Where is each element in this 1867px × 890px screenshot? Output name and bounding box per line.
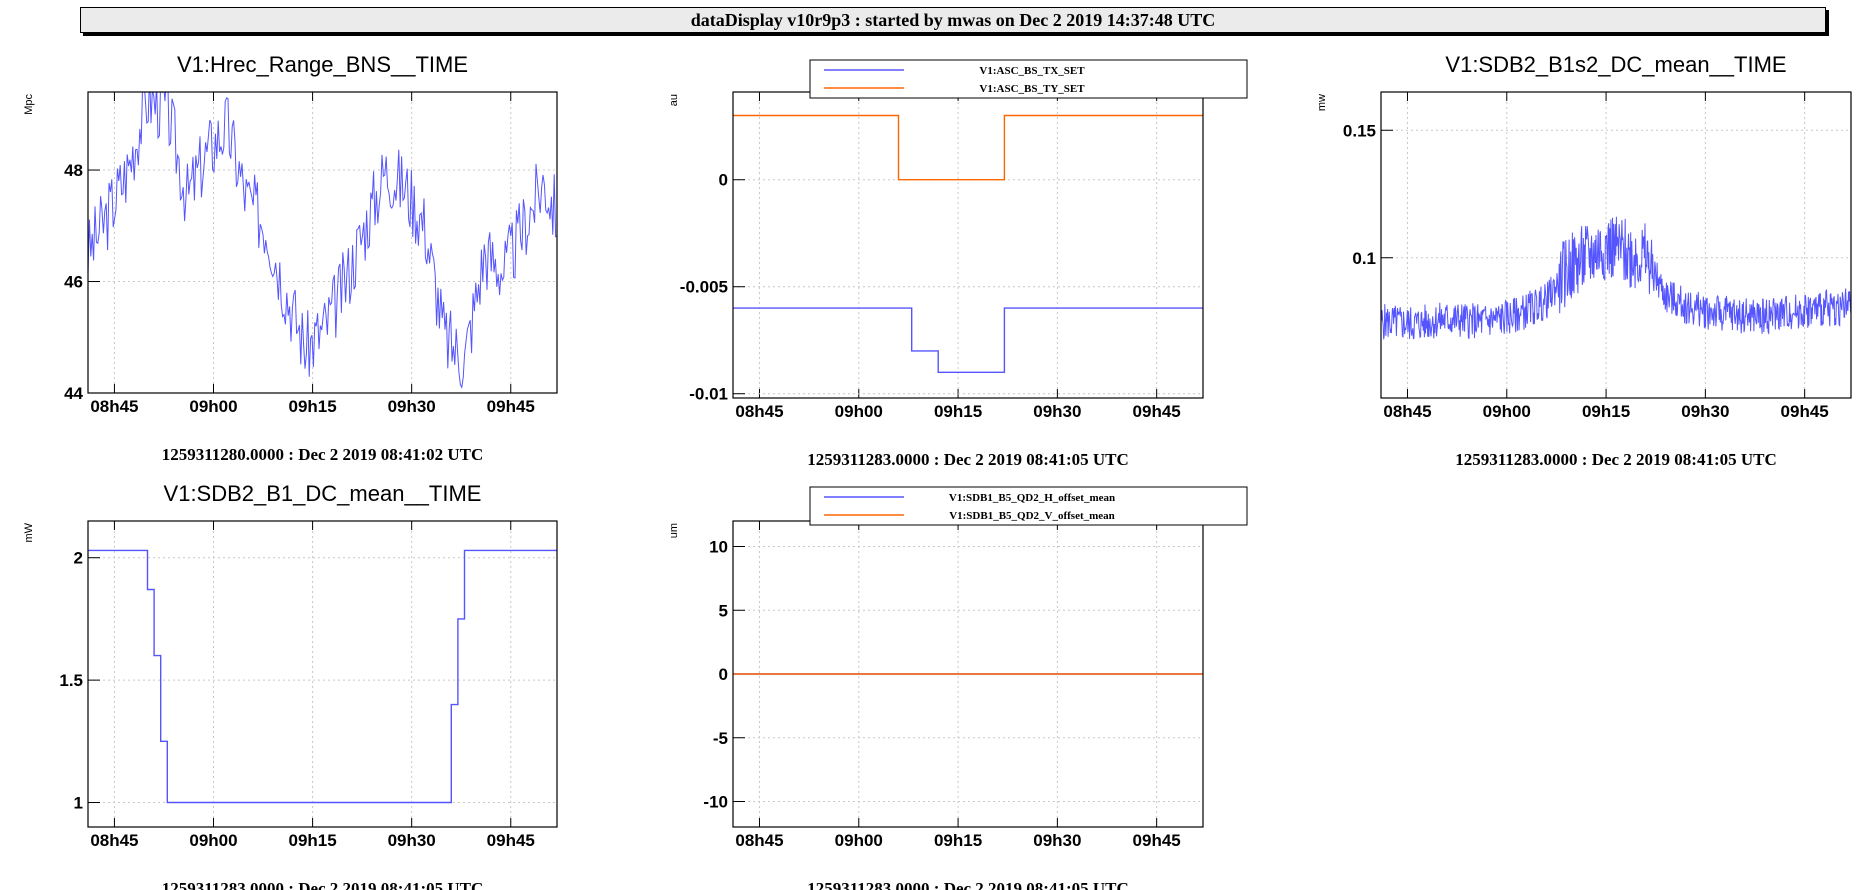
x-tick-label: 09h00 xyxy=(835,402,883,421)
x-tick-label: 09h00 xyxy=(189,831,237,850)
y-tick-label: 1.5 xyxy=(59,671,83,690)
x-tick-label: 09h15 xyxy=(288,831,336,850)
y-tick-label: 48 xyxy=(64,161,83,180)
y-tick-label: 0.15 xyxy=(1343,121,1376,140)
y-tick-label: 1 xyxy=(74,794,83,813)
plot-data-area xyxy=(88,549,557,804)
plot-panel-2: au 08h45 09h00 09h15 09h30 09h45 -0.01 -0.005 0 V… xyxy=(668,59,1248,469)
legend-box xyxy=(809,486,1248,526)
y-tick-label: 0 xyxy=(719,171,728,190)
plot-panel-5: um 08h45 09h00 09h15 09h30 09h45 -10 -5 0 5 10 V1:S… xyxy=(668,486,1248,890)
x-tick-label: 09h00 xyxy=(835,831,883,850)
y-tick-label: 0 xyxy=(719,665,728,684)
gps-time-footer: 1259311283.0000 : Dec 2 2019 08:41:05 UT… xyxy=(162,879,484,890)
legend-entry: V1:ASC_BS_TY_SET xyxy=(979,83,1085,95)
legend-entry: V1:SDB1_B5_QD2_V_offset_mean xyxy=(949,510,1115,522)
series-line-1 xyxy=(733,307,1203,373)
x-tick-label: 09h30 xyxy=(388,397,436,416)
y-axis-label: um xyxy=(668,523,680,538)
x-tick-label: 09h30 xyxy=(1033,831,1081,850)
gps-time-footer: 1259311283.0000 : Dec 2 2019 08:41:05 UT… xyxy=(807,450,1129,469)
x-tick-label: 08h45 xyxy=(735,402,783,421)
y-axis-label: mw xyxy=(1316,94,1328,111)
series-line-1 xyxy=(88,549,557,804)
y-tick-label: 0.1 xyxy=(1352,249,1376,268)
y-tick-label: 46 xyxy=(64,273,83,292)
plot-panel-1: V1:Hrec_Range_BNS__TIME Mpc 08h45 09h00 09h1… xyxy=(23,52,558,464)
y-axis-label: Mpc xyxy=(23,94,35,115)
plot-title: V1:SDB2_B1_DC_mean__TIME xyxy=(164,481,482,506)
plot-frame xyxy=(1380,91,1852,399)
plot-data-area xyxy=(1381,216,1851,340)
plot-data-area xyxy=(88,92,557,390)
gps-time-footer: 1259311283.0000 : Dec 2 2019 08:41:05 UT… xyxy=(1455,450,1777,469)
x-tick-label: 09h30 xyxy=(1033,402,1081,421)
series-line-2 xyxy=(733,114,1203,181)
x-tick-label: 09h15 xyxy=(934,831,982,850)
x-tick-label: 09h45 xyxy=(487,397,535,416)
x-tick-label: 09h45 xyxy=(1133,402,1181,421)
x-tick-label: 08h45 xyxy=(735,831,783,850)
x-tick-label: 09h15 xyxy=(1582,402,1630,421)
plot-frame xyxy=(87,91,558,394)
x-tick-label: 09h00 xyxy=(189,397,237,416)
x-tick-label: 08h45 xyxy=(90,831,138,850)
app-title-banner: dataDisplay v10r9p3 : started by mwas on… xyxy=(80,7,1826,33)
x-tick-label: 09h30 xyxy=(1681,402,1729,421)
x-tick-label: 09h15 xyxy=(288,397,336,416)
x-tick-label: 08h45 xyxy=(90,397,138,416)
plot-frame xyxy=(732,91,1204,399)
y-axis-label: au xyxy=(668,94,680,106)
plot-title: V1:SDB2_B1s2_DC_mean__TIME xyxy=(1445,52,1786,77)
y-tick-label: 5 xyxy=(719,601,728,620)
y-tick-label: -0.005 xyxy=(680,278,728,297)
x-tick-label: 09h00 xyxy=(1483,402,1531,421)
legend: V1:SDB1_B5_QD2_H_offset_mean V1:SDB1_B5_Q… xyxy=(809,486,1248,526)
x-tick-label: 08h45 xyxy=(1383,402,1431,421)
y-tick-label: 44 xyxy=(64,384,83,403)
series-line-1 xyxy=(1381,216,1851,340)
gps-time-footer: 1259311280.0000 : Dec 2 2019 08:41:02 UT… xyxy=(162,445,484,464)
x-tick-label: 09h45 xyxy=(1133,831,1181,850)
y-tick-label: 10 xyxy=(709,538,728,557)
y-axis-label: mW xyxy=(23,522,35,542)
plot-panel-4: V1:SDB2_B1_DC_mean__TIME mW 08h45 09h00 09h1… xyxy=(23,481,558,890)
plot-data-area xyxy=(733,114,1203,373)
y-tick-label: 2 xyxy=(74,549,83,568)
y-tick-label: -5 xyxy=(713,729,728,748)
plot-title: V1:Hrec_Range_BNS__TIME xyxy=(177,52,468,77)
legend-entry: V1:ASC_BS_TX_SET xyxy=(979,65,1085,77)
legend-entry: V1:SDB1_B5_QD2_H_offset_mean xyxy=(949,492,1115,504)
legend-box xyxy=(809,59,1248,99)
series-line-1 xyxy=(88,92,557,390)
gps-time-footer: 1259311283.0000 : Dec 2 2019 08:41:05 UT… xyxy=(807,879,1129,890)
y-tick-label: -0.01 xyxy=(689,385,728,404)
y-tick-label: -10 xyxy=(703,793,728,812)
x-tick-label: 09h30 xyxy=(388,831,436,850)
x-tick-label: 09h45 xyxy=(487,831,535,850)
x-tick-label: 09h15 xyxy=(934,402,982,421)
legend: V1:ASC_BS_TX_SET V1:ASC_BS_TY_SET xyxy=(809,59,1248,99)
plot-frame xyxy=(87,520,558,828)
x-tick-label: 09h45 xyxy=(1781,402,1829,421)
